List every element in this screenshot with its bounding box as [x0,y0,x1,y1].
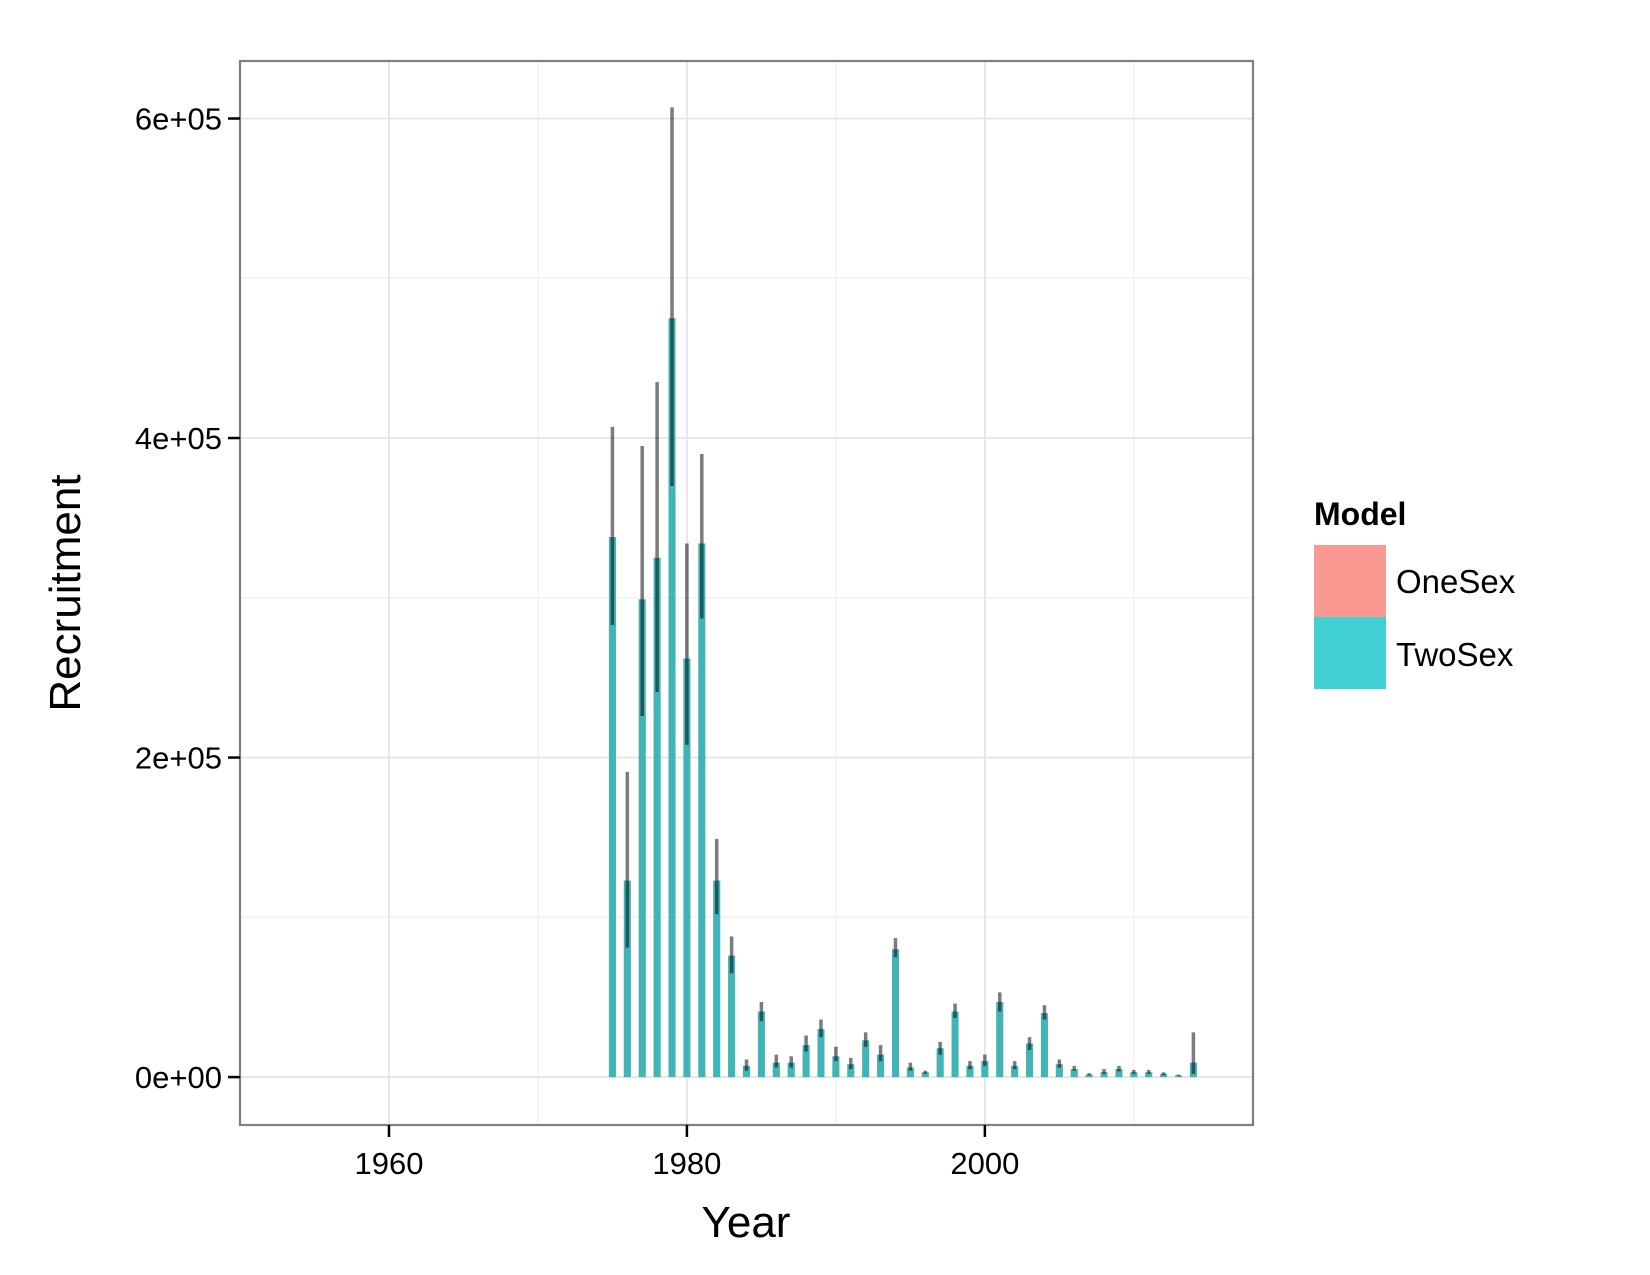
y-tick-label: 0e+00 [135,1060,222,1095]
legend-title: Model [1314,496,1406,532]
bar-twosex-2008 [1100,1072,1108,1078]
bar-twosex-1979 [668,318,676,1078]
x-tick-label: 2000 [950,1146,1019,1181]
bar-twosex-2012 [1160,1073,1168,1078]
bar-twosex-1997 [936,1048,944,1078]
legend-key-onesex [1314,545,1386,617]
bar-twosex-1999 [966,1065,974,1078]
bar-twosex-1990 [832,1056,840,1078]
legend-label-onesex: OneSex [1396,563,1516,600]
bar-twosex-1995 [906,1067,914,1078]
bar-twosex-1985 [757,1011,765,1078]
legend-key-twosex [1314,617,1386,689]
x-axis-title: Year [702,1198,791,1247]
bar-twosex-1994 [891,949,899,1078]
bar-twosex-1998 [951,1011,959,1078]
bar-twosex-1993 [877,1054,885,1078]
bar-twosex-1991 [847,1064,855,1078]
bar-twosex-2007 [1085,1074,1093,1078]
bar-twosex-1982 [713,880,721,1078]
x-axis: 1960 1980 2000 [354,1125,1019,1181]
bar-twosex-2006 [1070,1069,1078,1078]
bar-twosex-2005 [1055,1064,1063,1078]
bar-twosex-2004 [1040,1013,1048,1078]
bar-twosex-1987 [787,1062,795,1078]
x-tick-label: 1980 [652,1146,721,1181]
bar-twosex-1976 [623,880,631,1078]
legend-label-twosex: TwoSex [1396,636,1514,673]
bar-twosex-1988 [802,1045,810,1078]
y-tick-label: 6e+05 [135,102,222,137]
bar-twosex-1983 [728,955,736,1078]
error-bars [610,107,1196,1077]
grid-lines [239,61,1253,1125]
y-axis: 0e+00 2e+05 4e+05 6e+05 [135,102,240,1095]
bar-twosex-2001 [996,1001,1004,1078]
bar-twosex-1975 [608,537,616,1078]
plot-border [238,59,1255,1127]
bar-twosex-1978 [653,557,661,1078]
bar-twosex-1996 [921,1072,929,1078]
bar-twosex-1981 [698,543,706,1078]
bar-twosex-2000 [981,1061,989,1078]
bar-twosex-2003 [1026,1043,1034,1078]
x-tick-label: 1960 [354,1146,423,1181]
bar-twosex-2002 [1011,1065,1019,1078]
y-axis-title: Recruitment [41,474,90,711]
y-tick-label: 4e+05 [135,421,222,456]
bar-twosex-1992 [862,1040,870,1078]
bar-twosex-2014 [1189,1062,1197,1078]
bar-twosex-2010 [1130,1072,1138,1078]
bar-twosex-2013 [1175,1075,1183,1078]
legend: Model OneSex TwoSex [1314,496,1516,689]
bar-twosex-1986 [772,1062,780,1078]
y-tick-label: 2e+05 [135,741,222,776]
bars [608,318,1197,1078]
bar-twosex-2011 [1145,1072,1153,1078]
bar-twosex-1989 [817,1029,825,1078]
plot-panel [240,61,1253,1125]
bar-twosex-2009 [1115,1069,1123,1078]
bar-twosex-1977 [638,599,646,1078]
bar-twosex-1980 [683,658,691,1078]
bar-twosex-1984 [743,1065,750,1078]
